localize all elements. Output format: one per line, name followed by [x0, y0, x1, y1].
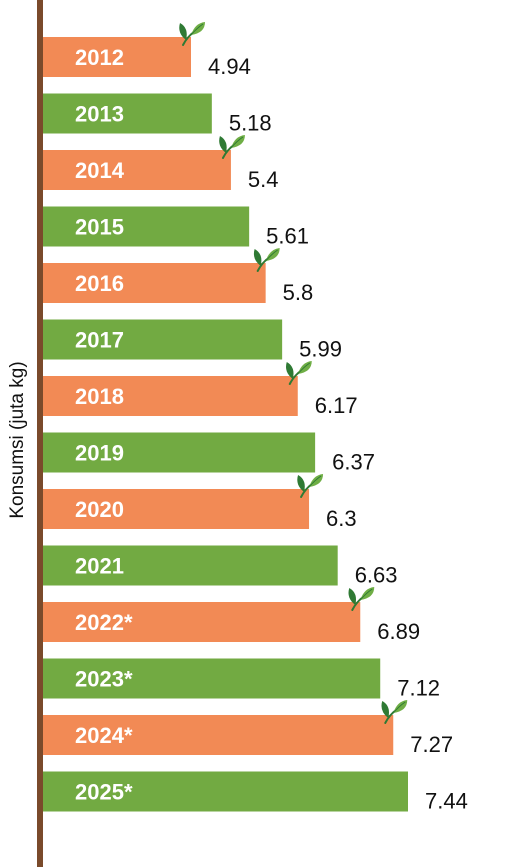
- tea-leaf-icon: [253, 248, 280, 272]
- bar-2018: [43, 376, 298, 416]
- value-label: 7.12: [397, 676, 440, 701]
- bar-2022-proj: [43, 602, 361, 642]
- category-label: 2017: [75, 328, 124, 353]
- bar-2016: [43, 263, 266, 303]
- tea-leaf-icon: [179, 22, 205, 46]
- value-label: 5.4: [248, 167, 279, 192]
- category-label: 2020: [75, 497, 124, 522]
- value-label: 6.89: [377, 619, 420, 644]
- tea-leaf-icon: [381, 700, 408, 724]
- bar-2017: [43, 319, 283, 360]
- category-label: 2014: [75, 158, 125, 183]
- tea-leaf-icon: [286, 361, 312, 385]
- bar-2023-proj: [43, 658, 381, 699]
- bar-2012: [43, 37, 191, 77]
- value-label: 6.63: [355, 563, 398, 588]
- category-label: 2012: [75, 45, 124, 70]
- value-label: 4.94: [208, 54, 251, 79]
- bar-2015: [43, 206, 250, 247]
- category-label: 2019: [75, 441, 124, 466]
- value-label: 7.44: [425, 789, 468, 814]
- value-label: 5.99: [299, 337, 342, 362]
- category-label: 2013: [75, 102, 124, 127]
- value-label: 6.3: [326, 506, 357, 531]
- category-label: 2025*: [75, 780, 133, 805]
- category-label: 2024*: [75, 723, 133, 748]
- value-label: 5.61: [266, 224, 309, 249]
- value-label: 6.37: [332, 450, 375, 475]
- bar-2014: [43, 150, 231, 190]
- category-label: 2022*: [75, 610, 133, 635]
- bar-2020: [43, 489, 310, 529]
- bar-2024-proj: [43, 715, 394, 755]
- value-label: 5.18: [229, 111, 272, 136]
- bar-2021: [43, 545, 338, 586]
- category-label: 2023*: [75, 667, 133, 692]
- bar-2025-proj: [43, 771, 408, 812]
- value-label: 6.17: [315, 393, 358, 418]
- category-label: 2016: [75, 271, 124, 296]
- category-label: 2015: [75, 215, 124, 240]
- category-label: 2021: [75, 554, 124, 579]
- value-label: 5.8: [283, 280, 314, 305]
- bar-2019: [43, 432, 316, 473]
- bar-2013: [43, 93, 212, 134]
- tea-leaf-icon: [219, 135, 245, 159]
- tea-leaf-icon: [297, 474, 324, 498]
- value-label: 7.27: [410, 732, 453, 757]
- category-label: 2018: [75, 384, 124, 409]
- bars-group: 2012 4.94 2013 5.18 2014 5.4 2015 5.61 2016 5.8 20…: [43, 22, 468, 814]
- tea-leaf-icon: [348, 587, 375, 611]
